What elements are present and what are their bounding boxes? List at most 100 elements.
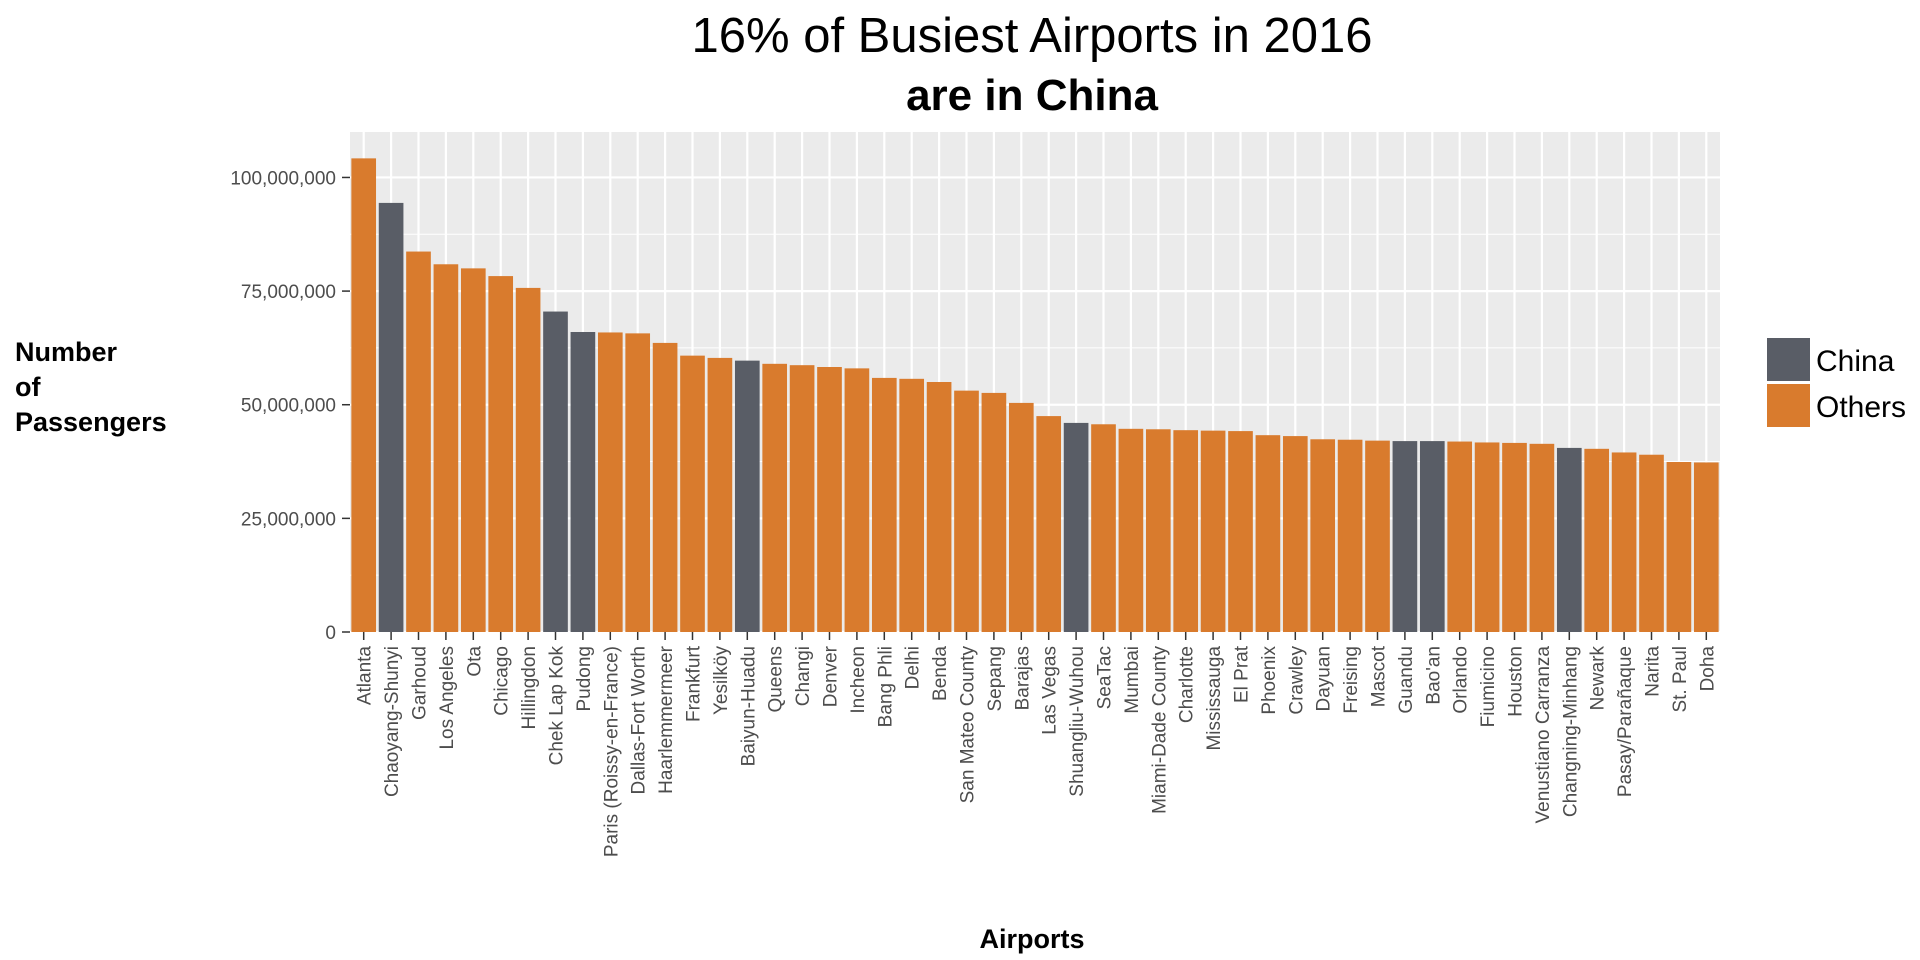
x-tick-label: Atlanta [355, 646, 376, 706]
bar [1392, 441, 1418, 632]
bar [1502, 442, 1527, 632]
bar [981, 392, 1007, 632]
y-tick-label: 100,000,000 [230, 168, 336, 189]
bar [1255, 435, 1281, 632]
x-tick-label: Newark [1588, 646, 1609, 711]
x-tick-label: Doha [1697, 646, 1718, 692]
bar [1666, 462, 1692, 632]
x-axis: Atlanta Chaoyang-Shunyi Garhoud Los Angeles… [355, 632, 1718, 857]
bar [1036, 416, 1062, 632]
x-tick-label: Los Angeles [437, 646, 458, 750]
x-tick-label: Paris (Roissy-en-France) [601, 646, 622, 857]
bar [734, 360, 760, 632]
y-axis-title-line: of [15, 372, 41, 402]
bar [460, 268, 486, 632]
x-tick-label: Yesilköy [711, 646, 732, 716]
bar [1091, 424, 1116, 632]
x-tick-label: Haarlemmermeer [656, 645, 677, 793]
bar [762, 363, 788, 632]
x-tick-label: Bang Phli [875, 646, 896, 727]
x-tick-label: Charlotte [1177, 646, 1198, 723]
x-tick-label: Miami-Dade County [1149, 646, 1170, 814]
bar [789, 365, 815, 632]
x-tick-label: Dayuan [1314, 646, 1335, 712]
x-tick-label: Chek Lap Kok [547, 646, 568, 766]
bar [1365, 440, 1390, 632]
x-tick-label: Las Vegas [1040, 646, 1061, 735]
bar [1282, 436, 1308, 632]
y-axis: 0 25,000,000 50,000,000 75,000,000 100,000,0… [230, 168, 350, 644]
x-tick-label: Pudong [574, 646, 595, 712]
bar [1693, 462, 1719, 632]
x-tick-label: Venustiano Carranza [1533, 646, 1554, 824]
legend-label-china: China [1816, 345, 1895, 378]
bar [1447, 441, 1473, 632]
bar [406, 251, 431, 632]
bar [926, 382, 952, 632]
y-tick-label: 75,000,000 [241, 282, 336, 303]
x-tick-label: Mumbai [1122, 646, 1143, 714]
x-tick-label: Orlando [1451, 646, 1472, 714]
bar [1228, 431, 1253, 632]
bar [1419, 441, 1445, 632]
x-tick-label: Mississauga [1204, 646, 1225, 751]
bar [1474, 442, 1500, 632]
x-tick-label: Fiumicino [1478, 646, 1499, 727]
x-tick-label: Freising [1341, 646, 1362, 714]
bar [1337, 439, 1363, 632]
bar [652, 342, 678, 632]
x-tick-label: Barajas [1012, 646, 1033, 710]
x-tick-label: Garhoud [410, 646, 431, 720]
y-tick-label: 50,000,000 [241, 396, 336, 417]
y-axis-title-line: Number [15, 337, 118, 367]
bar [899, 378, 925, 632]
x-tick-label: Pasay/Parañaque [1615, 646, 1636, 797]
x-tick-label: Queens [766, 646, 787, 713]
legend-swatch-china [1767, 338, 1810, 381]
bar [1611, 452, 1637, 632]
bar [543, 311, 568, 632]
bar [871, 377, 897, 632]
bar [515, 287, 541, 632]
bar [351, 158, 377, 632]
x-tick-label: Benda [930, 646, 951, 701]
bar [1063, 422, 1089, 632]
bars [351, 158, 1719, 632]
x-tick-label: Narita [1643, 646, 1664, 697]
x-tick-label: Mascot [1369, 645, 1390, 707]
bar [1118, 428, 1144, 632]
x-tick-label: Bao'an [1423, 646, 1444, 705]
bar [570, 332, 596, 632]
bar [1200, 430, 1226, 632]
x-tick-label: Chaoyang-Shunyi [382, 646, 403, 797]
x-tick-label: El Prat [1232, 645, 1253, 703]
x-tick-label: Guandu [1396, 646, 1417, 714]
x-tick-label: Sepang [985, 646, 1006, 712]
x-tick-label: Baiyun-Huadu [738, 646, 759, 766]
legend-label-others: Others [1816, 391, 1906, 424]
x-tick-label: San Mateo County [958, 646, 979, 804]
x-tick-label: Denver [821, 645, 842, 707]
bar [817, 367, 842, 632]
legend: China Others [1767, 338, 1906, 427]
x-tick-label: Phoenix [1259, 646, 1280, 715]
y-tick-label: 0 [325, 623, 336, 644]
x-tick-label: Crawley [1286, 646, 1307, 715]
x-tick-label: Shuangliu-Wuhou [1067, 646, 1088, 797]
x-tick-label: Houston [1506, 646, 1527, 717]
x-tick-label: Frankfurt [684, 645, 705, 722]
bar [1173, 430, 1199, 632]
bar [1008, 402, 1034, 632]
bar [488, 276, 514, 632]
bar [1556, 447, 1582, 632]
x-tick-label: Ota [464, 646, 485, 677]
x-tick-label: St. Paul [1670, 646, 1691, 713]
bar [680, 355, 705, 632]
x-tick-label: Dallas-Fort Worth [629, 646, 650, 795]
x-tick-label: Incheon [848, 646, 869, 714]
y-axis-title: Number of Passengers [15, 337, 167, 437]
chart-subtitle: are in China [906, 71, 1158, 120]
bar [1529, 443, 1555, 632]
chart-title: 16% of Busiest Airports in 2016 [692, 9, 1373, 63]
